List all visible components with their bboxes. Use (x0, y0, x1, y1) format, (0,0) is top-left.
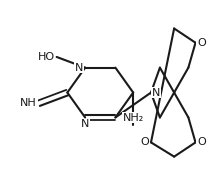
Text: N: N (75, 63, 83, 73)
Text: O: O (140, 137, 149, 147)
Text: NH₂: NH₂ (122, 113, 144, 123)
Text: N: N (152, 88, 160, 98)
Text: NH: NH (20, 98, 37, 108)
Text: HO: HO (38, 52, 55, 62)
Text: O: O (197, 38, 206, 48)
Text: N: N (81, 119, 89, 129)
Text: O: O (197, 137, 206, 147)
